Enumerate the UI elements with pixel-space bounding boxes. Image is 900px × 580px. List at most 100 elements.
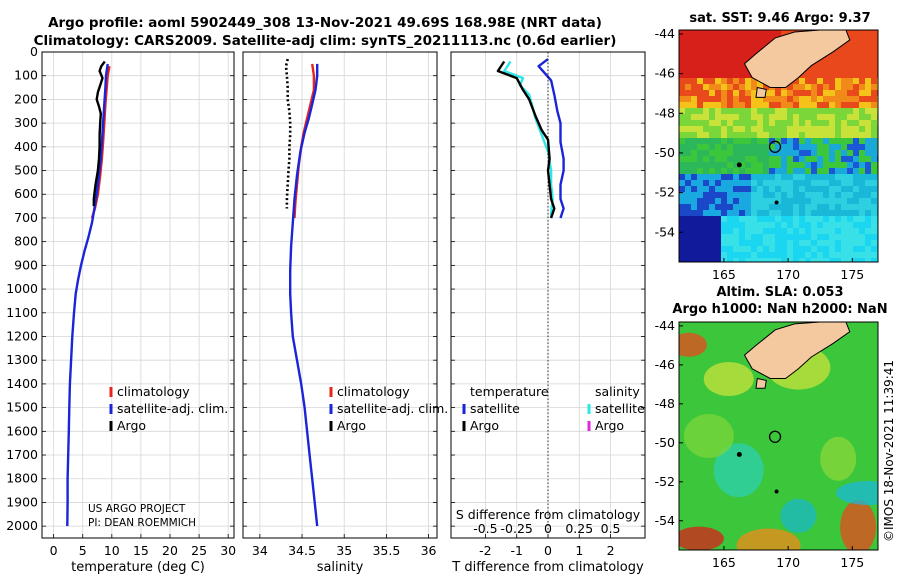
sst-cell [775,174,781,180]
sst-cell [853,186,859,192]
sst-cell [751,78,757,84]
sst-cell [823,132,829,138]
sst-cell [835,252,841,258]
sst-cell [859,192,865,198]
sst-cell [805,90,811,96]
sst-cell [817,90,823,96]
sst-cell [811,72,817,78]
sst-cell [685,30,691,36]
sst-cell [697,30,703,36]
sst-cell [865,102,871,108]
sst-cell [811,66,817,72]
sst-cell [721,210,727,216]
sst-cell [799,210,805,216]
sst-cell [679,168,685,174]
sst-cell [799,216,805,222]
sst-cell [871,246,877,252]
sst-cell [757,180,763,186]
sst-cell [679,102,685,108]
sst-cell [769,126,775,132]
sst-cell [727,150,733,156]
sst-cell [757,96,763,102]
sst-cell [733,48,739,54]
sst-cell [847,186,853,192]
sst-cell [697,192,703,198]
sst-cell [739,102,745,108]
sst-cell [691,186,697,192]
sst-cell [697,222,703,228]
sst-cell [733,36,739,42]
sst-cell [823,114,829,120]
sst-cell [721,36,727,42]
sst-cell [847,66,853,72]
x-tick-label: 0 [544,543,552,558]
sst-cell [721,126,727,132]
sst-cell [715,30,721,36]
sst-cell [709,114,715,120]
sst-cell [775,180,781,186]
profile-panel-3: -2 -1 0 1 2 T difference from climatology S di… [450,51,646,575]
sst-cell [685,102,691,108]
sst-cell [859,48,865,54]
sst-cell [727,258,733,262]
sst-cell [793,162,799,168]
sst-cell [751,204,757,210]
sst-cell [739,210,745,216]
sst-cell [709,48,715,54]
sst-cell [763,156,769,162]
sst-cell [829,144,835,150]
sst-cell [859,36,865,42]
sst-cell [835,216,841,222]
sst-cell [787,216,793,222]
sst-cell [793,210,799,216]
sst-cell [871,186,877,192]
sst-cell [829,54,835,60]
sst-cell [853,120,859,126]
sst-cell [775,168,781,174]
sst-cell [715,78,721,84]
x-tick-label: -2 [479,543,491,558]
sst-cell [805,216,811,222]
sst-cell [751,144,757,150]
sst-cell [817,120,823,126]
sst-cell [859,132,865,138]
sst-cell [685,204,691,210]
sst-cell [811,168,817,174]
sst-cell [835,66,841,72]
sst-cell [769,150,775,156]
sst-cell [691,132,697,138]
sst-cell [727,36,733,42]
sst-cell [697,54,703,60]
sst-cell [847,132,853,138]
sst-cell [703,174,709,180]
sst-cell [853,90,859,96]
sst-cell [685,162,691,168]
sst-cell [847,54,853,60]
sst-cell [853,78,859,84]
sst-cell [715,252,721,258]
sst-cell [733,186,739,192]
sst-cell [859,126,865,132]
sst-cell [829,240,835,246]
sst-cell [823,150,829,156]
sst-cell [775,162,781,168]
sst-cell [841,246,847,252]
sst-cell [685,186,691,192]
sst-cell [781,120,787,126]
sst-cell [823,192,829,198]
sst-cell [709,36,715,42]
sst-cell [871,180,877,186]
sst-cell [733,72,739,78]
sst-cell [799,228,805,234]
x-tick-label: 1 [575,543,583,558]
sst-cell [691,126,697,132]
sst-cell [709,156,715,162]
legend-title-salinity: salinity [595,384,640,399]
sst-cell [811,198,817,204]
sst-cell [871,78,877,84]
s-axis-label: S difference from climatology [456,507,641,522]
sst-cell [805,78,811,84]
sst-cell [697,228,703,234]
sst-cell [835,114,841,120]
sst-cell [811,78,817,84]
